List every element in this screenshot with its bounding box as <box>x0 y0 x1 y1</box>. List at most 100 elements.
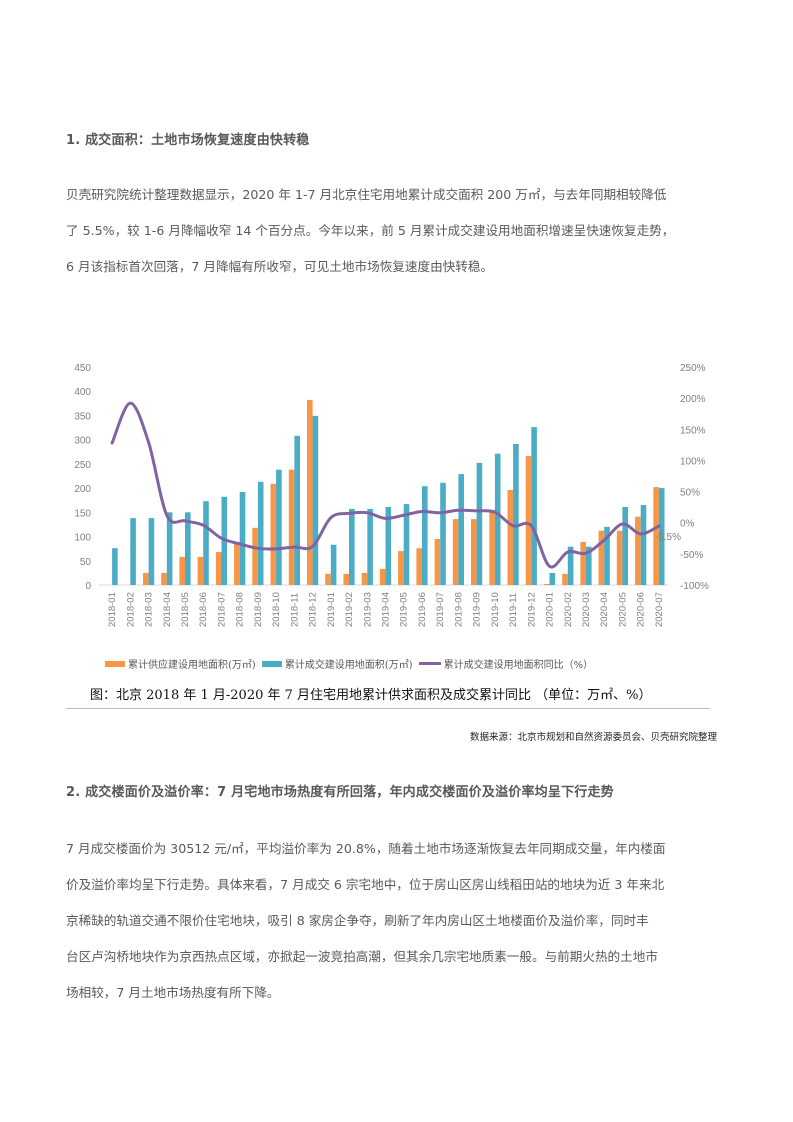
bar-deal <box>531 427 537 585</box>
bar-deal <box>586 546 592 585</box>
section1-heading: 1. 成交面积：土地市场恢复速度由快转稳 <box>66 133 310 148</box>
y-tick-label: 350 <box>74 411 91 422</box>
legend-swatch-supply <box>105 660 125 667</box>
bar-supply <box>252 527 258 585</box>
x-tick-label: 2020-02 <box>563 592 574 627</box>
legend-label-deal: 累计成交建设用地面积(万㎡) <box>284 660 413 671</box>
x-tick-label: 2019-07 <box>435 592 446 627</box>
bar-deal <box>276 469 282 585</box>
y-tick-label: 450 <box>74 363 91 374</box>
bar-deal <box>294 435 300 585</box>
bar-supply <box>471 519 477 585</box>
bar-supply <box>598 530 605 585</box>
bar-supply <box>215 552 222 585</box>
x-tick-label: 2020-06 <box>636 592 647 627</box>
x-tick-label: 2018-08 <box>235 592 246 627</box>
legend-label-yoy: 累计成交建设用地面积同比（%） <box>443 660 594 671</box>
bar-deal <box>349 508 355 585</box>
x-tick-label: 2020-07 <box>654 592 665 627</box>
legend-line-yoy <box>418 662 441 665</box>
bar-supply <box>179 556 185 585</box>
y-tick-label: 300 <box>74 436 91 447</box>
bar-deal <box>640 505 647 585</box>
bar-deal <box>203 501 209 585</box>
section2-heading: 2. 成交楼面价及溢价率：7 月宅地市场热度有所回落，年内成交楼面价及溢价率均呈… <box>66 785 614 800</box>
paragraph-line: 台区卢沟桥地块作为京西热点区域，亦掀起一波竞拍高潮，但其余几宗宅地质素一般。与前… <box>66 949 658 964</box>
x-tick-label: 2018-10 <box>271 592 282 627</box>
bar-supply <box>270 483 277 585</box>
x-tick-label: 2018-06 <box>198 592 209 627</box>
bar-supply <box>197 556 204 585</box>
yoy-line <box>110 401 661 569</box>
bar-deal <box>130 518 136 585</box>
y-tick-label: 50 <box>80 557 92 568</box>
bar-deal <box>239 492 246 585</box>
legend-item-deal: 累计成交建设用地面积(万㎡) <box>261 656 413 671</box>
y2-tick-label: 150% <box>680 425 706 436</box>
legend-item-yoy: 累计成交建设用地面积同比（%） <box>418 656 594 671</box>
bar-supply <box>562 573 568 585</box>
bar-supply <box>343 573 349 585</box>
divider <box>66 708 710 709</box>
bar-deal <box>166 512 173 585</box>
x-tick-label: 2020-05 <box>617 592 628 627</box>
x-tick-label: 2019-01 <box>326 592 337 627</box>
chart: 0 50 100 150 200 250 300 350 400 450 -100% -50% 0% 50… <box>60 350 740 680</box>
bar-deal <box>148 518 155 585</box>
bar-deal <box>330 544 337 585</box>
paragraph-line: 6 月该指标首次回落，7 月降幅有所收窄，可见土地市场恢复速度由快转稳。 <box>66 259 494 274</box>
bar-supply <box>161 572 167 585</box>
bar-supply <box>325 573 331 585</box>
x-tick-label: 2019-06 <box>417 592 428 627</box>
chart-legend: 累计供应建设用地面积(万㎡) 累计成交建设用地面积(万㎡) 累计成交建设用地面积… <box>105 656 599 671</box>
bar-supply <box>489 509 495 585</box>
x-tick-label: 2018-05 <box>180 592 191 627</box>
bar-deal <box>458 474 464 585</box>
x-tick-label: 2018-02 <box>125 592 136 627</box>
bar-deal <box>494 453 501 585</box>
bar-deal <box>367 508 373 585</box>
legend-label-supply: 累计供应建设用地面积(万㎡) <box>128 660 256 671</box>
bar-deal <box>112 548 118 585</box>
x-tick-label: 2019-08 <box>453 592 464 627</box>
bar-supply <box>416 548 422 585</box>
bar-deal <box>403 504 410 585</box>
combo-chart-svg: 0 50 100 150 200 250 300 350 400 450 -100% -50% 0% 50… <box>74 363 709 627</box>
bar-supply <box>616 530 623 585</box>
bar-supply <box>452 519 459 585</box>
bar-supply <box>398 551 404 585</box>
x-tick-label: 2018-03 <box>144 592 155 627</box>
y-tick-label: 400 <box>74 387 91 398</box>
y-tick-label: 150 <box>74 508 91 519</box>
y-tick-label: 100 <box>74 533 91 544</box>
figure-caption: 图：北京 2018 年 1 月-2020 年 7 月住宅用地累计供求面积及成交累… <box>90 688 652 703</box>
legend-item-supply: 累计供应建设用地面积(万㎡) <box>105 656 256 671</box>
bar-deal <box>440 482 446 585</box>
legend-swatch-deal <box>261 660 282 667</box>
bar-deal <box>513 444 519 585</box>
y2-tick-label: 200% <box>680 394 706 405</box>
bar-supply <box>434 539 441 585</box>
bar-supply <box>234 541 240 585</box>
y-tick-label: 200 <box>74 484 91 495</box>
x-tick-label: 2019-09 <box>472 592 483 627</box>
bar-supply <box>543 584 550 585</box>
x-tick-label: 2019-02 <box>344 592 355 627</box>
x-tick-label: 2019-10 <box>490 592 501 627</box>
data-annotation: -5.5% <box>655 532 681 543</box>
y2-tick-label: -50% <box>680 550 703 561</box>
y2-tick-label: 50% <box>680 488 700 499</box>
paragraph-line: 贝壳研究院统计整理数据显示，2020 年 1-7 月北京住宅用地累计成交面积 2… <box>66 187 667 202</box>
bar-deal <box>385 507 392 585</box>
bar-deal <box>658 488 665 585</box>
x-tick-label: 2020-03 <box>581 592 592 627</box>
bar-supply <box>361 572 368 585</box>
x-tick-label: 2018-11 <box>289 593 300 627</box>
x-tick-label: 2020-04 <box>599 592 610 627</box>
x-tick-label: 2018-07 <box>216 592 227 627</box>
y2-tick-label: 0% <box>680 519 695 530</box>
paragraph-line: 了 5.5%，较 1-6 月降幅收窄 14 个百分点。今年以来，前 5 月累计成… <box>66 223 675 238</box>
section1-paragraph: 贝壳研究院统计整理数据显示，2020 年 1-7 月北京住宅用地累计成交面积 2… <box>66 180 726 282</box>
x-tick-label: 2019-04 <box>381 592 392 627</box>
paragraph-line: 京稀缺的轨道交通不限价住宅地块，吸引 8 家房企争夺，刷新了年内房山区土地楼面价… <box>66 913 649 928</box>
